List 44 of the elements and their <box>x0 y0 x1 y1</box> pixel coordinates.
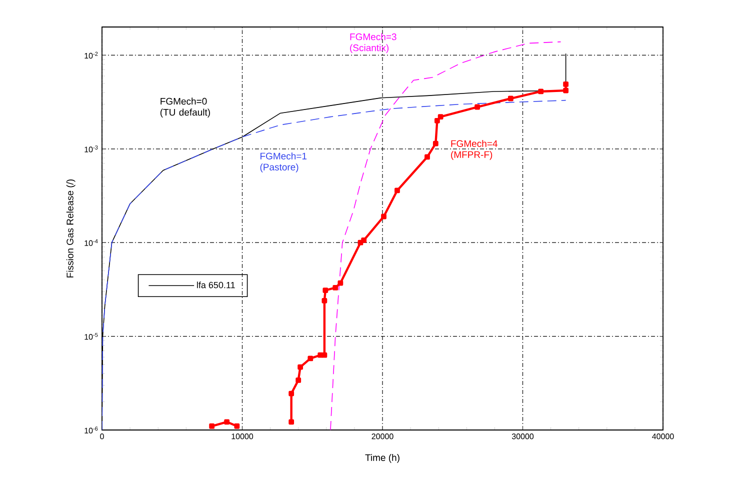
x-tick-label: 20000 <box>372 434 394 440</box>
annotation: FGMech=3 (Sciantix) <box>350 33 396 54</box>
point <box>234 423 240 429</box>
y-tick-label: 10$^{-2}$ <box>84 52 98 59</box>
point <box>381 214 386 220</box>
x-tick-label: 0 <box>100 434 104 440</box>
point <box>298 364 304 370</box>
y-axis-title: Fission Gas Release (/) <box>66 179 76 278</box>
point <box>296 378 302 383</box>
point <box>224 419 230 425</box>
point <box>424 154 430 160</box>
point <box>434 118 440 124</box>
point <box>288 390 294 396</box>
y-tick-label: 10$^{-6}$ <box>84 426 98 434</box>
y-tick-label: 10$^{-5}$ <box>84 332 98 340</box>
point <box>308 356 314 362</box>
x-tick-label: 30000 <box>512 434 534 440</box>
point <box>322 352 328 358</box>
y-tick-label: 10$^{-3}$ <box>84 146 98 152</box>
y-tick-label: 10$^{-4}$ <box>84 239 98 246</box>
annotation: FGMech=0 (TU default) <box>160 98 210 118</box>
annotation: FGMech=4 (MFPR-F) <box>451 140 498 160</box>
x-axis-title: Time (h) <box>365 454 400 463</box>
point <box>322 298 328 304</box>
point <box>508 96 514 102</box>
point <box>432 140 438 146</box>
point <box>338 280 344 286</box>
point <box>332 285 338 290</box>
point <box>394 188 400 194</box>
point <box>438 114 444 120</box>
point <box>474 104 480 110</box>
text: lfa 650.11 <box>197 282 235 288</box>
point <box>322 288 328 293</box>
annotation: FGMech=1 (Pastore) <box>260 152 307 172</box>
point <box>288 419 294 425</box>
point <box>318 352 324 358</box>
point <box>563 88 569 94</box>
point <box>563 82 569 87</box>
point <box>538 88 544 94</box>
x-tick-label: 40000 <box>652 434 674 440</box>
point <box>361 238 367 243</box>
line-series <box>330 41 562 430</box>
x-tick-label: 10000 <box>232 434 254 440</box>
point <box>209 423 215 429</box>
